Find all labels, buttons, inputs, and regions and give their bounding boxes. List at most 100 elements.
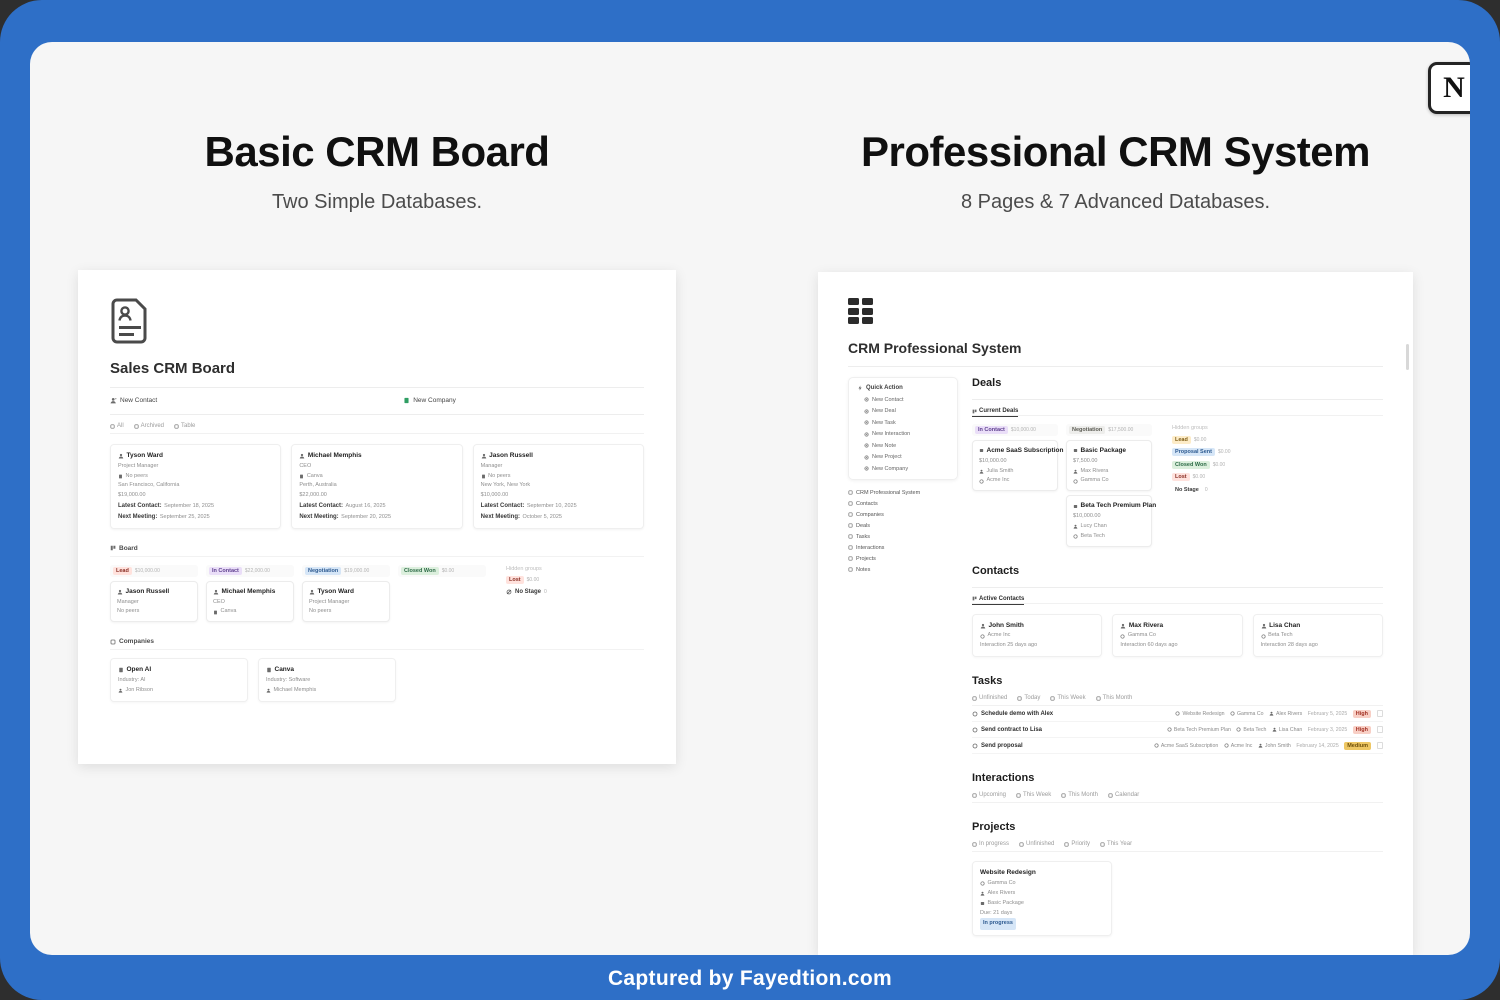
sidebar-link[interactable]: Tasks bbox=[848, 534, 958, 540]
tasks-list: Schedule demo with Alex Website Redesign… bbox=[972, 706, 1383, 755]
contact-card[interactable]: Lisa Chan Beta Tech Interaction 28 days … bbox=[1252, 613, 1383, 658]
board-column-closed-won: Closed Won $0.00 bbox=[398, 564, 486, 577]
stage-badge[interactable]: In Contact bbox=[209, 566, 242, 575]
view-tab[interactable]: All bbox=[110, 423, 124, 429]
sidebar-link[interactable]: Interactions bbox=[848, 545, 958, 551]
task-row[interactable]: Send proposal Acme SaaS Subscription Acm… bbox=[972, 738, 1383, 755]
tab-icon bbox=[1096, 696, 1101, 701]
contact-card[interactable]: Michael Memphis CEO Canva Perth, Austral… bbox=[291, 444, 463, 529]
task-checkbox[interactable] bbox=[1376, 742, 1383, 749]
quick-action-header: Quick Action bbox=[857, 385, 949, 391]
new-company-button[interactable]: New Company bbox=[403, 397, 456, 404]
stage-badge: Proposal Sent bbox=[1172, 448, 1215, 456]
task-checkbox[interactable] bbox=[1376, 710, 1383, 717]
sidebar-link[interactable]: Deals bbox=[848, 523, 958, 529]
quick-action-item[interactable]: New Task bbox=[857, 420, 949, 426]
task-row[interactable]: Send contract to Lisa Beta Tech Premium … bbox=[972, 722, 1383, 739]
interactions-tab[interactable]: Calendar bbox=[1108, 792, 1139, 798]
hidden-group-row[interactable]: Proposal Sent $0.00 bbox=[1172, 448, 1231, 456]
contact-card[interactable]: John Smith Acme Inc Interaction 25 days … bbox=[972, 613, 1103, 658]
tasks-tab[interactable]: Unfinished bbox=[972, 695, 1007, 701]
view-tab-current-deals[interactable]: Current Deals bbox=[972, 408, 1019, 417]
hidden-group-row[interactable]: Lead $0.00 bbox=[1172, 435, 1231, 444]
tasks-tab[interactable]: Today bbox=[1017, 695, 1040, 701]
deal-icon bbox=[1167, 727, 1172, 732]
interactions-tab[interactable]: This Week bbox=[1016, 792, 1051, 798]
deal-icon bbox=[1073, 504, 1078, 508]
tab-icon bbox=[1100, 842, 1105, 847]
projects-tab[interactable]: In progress bbox=[972, 841, 1009, 847]
quick-action-item[interactable]: New Contact bbox=[857, 397, 949, 403]
view-tab-active-contacts[interactable]: Active Contacts bbox=[972, 596, 1025, 605]
view-tab[interactable]: Archived bbox=[134, 423, 164, 429]
divider bbox=[972, 586, 1383, 588]
company-card[interactable]: Canva Industry: Software Michael Memphis bbox=[258, 658, 396, 702]
deal-card[interactable]: Beta Tech Premium Plan $10,000.00 Lucy C… bbox=[1066, 495, 1156, 547]
company-icon bbox=[1230, 711, 1235, 716]
main-content: Deals Current Deals In Contact $10,000.00… bbox=[958, 377, 1383, 955]
hidden-group-row[interactable]: No Stage 0 bbox=[1172, 486, 1231, 494]
tab-icon bbox=[1108, 793, 1113, 798]
action-icon bbox=[864, 409, 869, 413]
sidebar-link[interactable]: Notes bbox=[848, 567, 958, 573]
contact-card[interactable]: Jason Russell Manager No peers New York,… bbox=[472, 444, 644, 529]
stage-badge[interactable]: Closed Won bbox=[401, 566, 439, 575]
sidebar-link[interactable]: Projects bbox=[848, 556, 958, 562]
deal-card[interactable]: Tyson Ward Project Manager No peers bbox=[302, 580, 390, 623]
contact-card[interactable]: Max Rivera Gamma Co Interaction 60 days … bbox=[1112, 613, 1243, 658]
task-row[interactable]: Schedule demo with Alex Website Redesign… bbox=[972, 706, 1383, 723]
tab-icon bbox=[1061, 793, 1066, 798]
sidebar-link[interactable]: CRM Professional System bbox=[848, 490, 958, 496]
projects-tab[interactable]: Unfinished bbox=[1019, 841, 1054, 847]
project-card[interactable]: Website Redesign Gamma Co Alex Rivers Ba… bbox=[972, 861, 1112, 937]
company-icon bbox=[979, 479, 984, 484]
hidden-group-row[interactable]: Closed Won $0.00 bbox=[1172, 460, 1231, 469]
tab-icon bbox=[1016, 793, 1021, 798]
sidebar-link[interactable]: Companies bbox=[848, 512, 958, 518]
interactions-tab[interactable]: This Month bbox=[1061, 792, 1098, 798]
deal-card[interactable]: Jason Russell Manager No peers bbox=[110, 580, 198, 623]
tab-icon bbox=[1019, 842, 1024, 847]
projects-tab[interactable]: This Year bbox=[1100, 841, 1132, 847]
person-icon bbox=[118, 453, 124, 459]
quick-action-item[interactable]: New Interaction bbox=[857, 431, 949, 437]
stage-badge[interactable]: Lead bbox=[113, 566, 132, 575]
hidden-group-row[interactable]: Lost $0.00 bbox=[1172, 473, 1231, 481]
link-icon bbox=[848, 556, 853, 561]
tab-icon bbox=[972, 842, 977, 847]
quick-action-item[interactable]: New Project bbox=[857, 454, 949, 460]
interactions-heading: Interactions bbox=[972, 772, 1035, 785]
quick-action-item[interactable]: New Note bbox=[857, 443, 949, 449]
action-icon bbox=[864, 420, 869, 425]
new-contact-button[interactable]: New Contact bbox=[110, 397, 157, 404]
tasks-tab[interactable]: This Week bbox=[1050, 695, 1086, 701]
view-tab[interactable]: Table bbox=[174, 423, 195, 429]
link-icon bbox=[848, 501, 853, 506]
quick-action-item[interactable]: New Deal bbox=[857, 408, 949, 414]
contact-card[interactable]: Tyson Ward Project Manager No peers San … bbox=[110, 444, 282, 529]
stage-badge[interactable]: Lost bbox=[506, 576, 524, 585]
task-checkbox[interactable] bbox=[1376, 726, 1383, 733]
stage-badge[interactable]: Negotiation bbox=[305, 566, 342, 575]
hidden-groups: Hidden groups Lost $0.00 No Stage 0 bbox=[506, 565, 547, 595]
panel-scrollbar[interactable] bbox=[1406, 344, 1409, 370]
deal-card[interactable]: Acme SaaS Subscription $10,000.00 Julia … bbox=[972, 440, 1063, 492]
company-card[interactable]: Open AI Industry: AI Jon Ribson bbox=[110, 658, 248, 702]
stage-badge[interactable]: In Contact bbox=[975, 426, 1008, 434]
companies-heading: Companies bbox=[972, 954, 1383, 955]
content-card: N Basic CRM Board Two Simple Databases. … bbox=[30, 42, 1470, 955]
deal-card[interactable]: Michael Memphis CEO Canva bbox=[206, 580, 294, 623]
projects-tab[interactable]: Priority bbox=[1064, 841, 1090, 847]
pro-crm-screenshot-panel: CRM Professional System Quick Action bbox=[818, 272, 1413, 955]
person-icon bbox=[300, 453, 305, 459]
tasks-tab[interactable]: This Month bbox=[1096, 695, 1132, 701]
quick-action-item[interactable]: New Company bbox=[857, 466, 949, 472]
priority-badge: High bbox=[1352, 709, 1371, 718]
stage-badge[interactable]: Negotiation bbox=[1069, 426, 1106, 434]
board-column-negotiation: Negotiation $19,000.00 Tyson Ward Project… bbox=[302, 564, 390, 623]
person-icon bbox=[1121, 623, 1126, 629]
sidebar-link[interactable]: Contacts bbox=[848, 501, 958, 507]
interactions-tab[interactable]: Upcoming bbox=[972, 792, 1006, 798]
deal-card[interactable]: Basic Package $7,500.00 Max Rivera Gamma… bbox=[1066, 440, 1152, 492]
